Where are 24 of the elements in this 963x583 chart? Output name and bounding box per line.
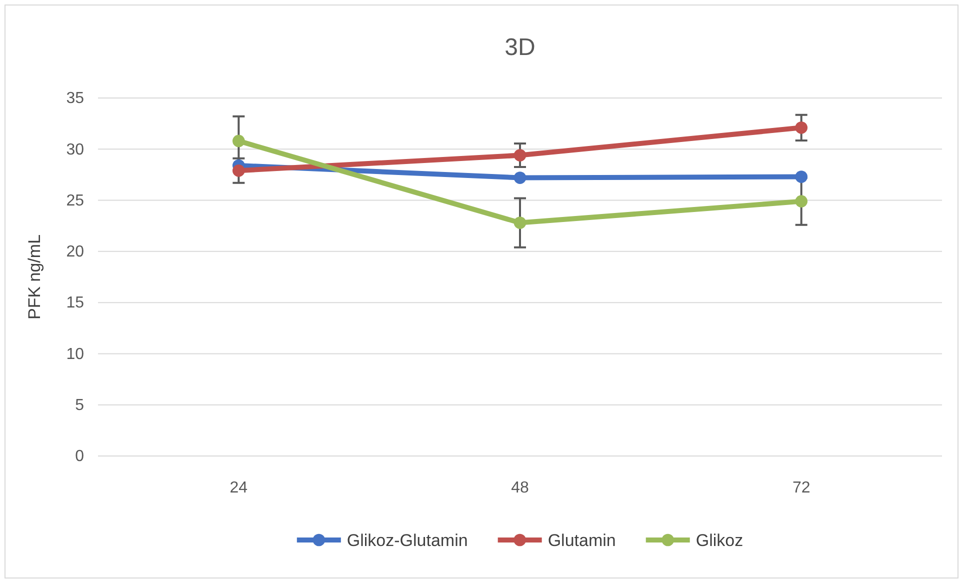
point — [232, 164, 245, 177]
point — [795, 195, 808, 208]
y-tick-label: 30 — [66, 141, 84, 158]
y-tick-label: 10 — [66, 346, 84, 363]
y-tick-label: 35 — [66, 90, 84, 108]
point — [514, 172, 526, 184]
y-axis-title: PFK ng/mL — [25, 234, 44, 320]
point — [514, 216, 526, 229]
y-tick-label: 20 — [66, 244, 84, 261]
point — [514, 149, 526, 162]
y-tick-label: 0 — [75, 448, 84, 466]
point — [795, 170, 808, 183]
point — [232, 134, 245, 148]
legend-label: Glutamin — [548, 531, 616, 550]
legend-label: Glikoz-Glutamin — [346, 531, 468, 550]
point — [795, 121, 808, 134]
legend-label: Glikoz — [696, 531, 744, 550]
y-tick-label: 15 — [66, 294, 84, 312]
y-tick-label: 25 — [66, 192, 84, 210]
x-tick-label: 48 — [511, 479, 529, 496]
chart-title: 3D — [504, 34, 536, 61]
y-tick-label: 5 — [75, 396, 84, 414]
x-tick-label: 72 — [792, 479, 810, 496]
x-tick-label: 24 — [230, 479, 248, 496]
